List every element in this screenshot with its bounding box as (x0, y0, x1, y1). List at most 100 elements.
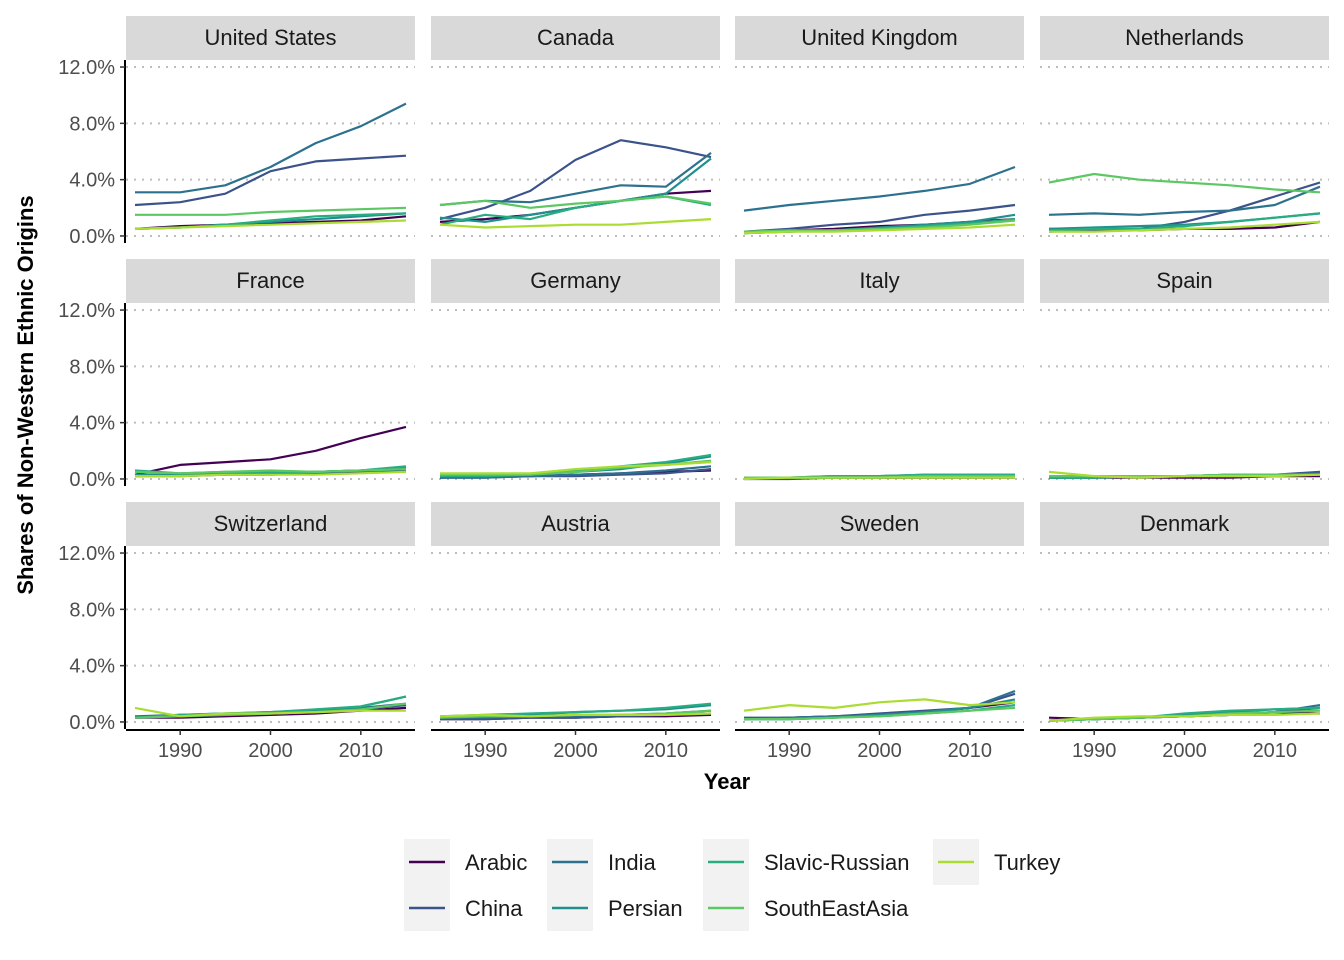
panel-strip-label: Netherlands (1125, 25, 1244, 50)
legend-label: SouthEastAsia (764, 896, 909, 921)
x-tick-label: 2000 (553, 740, 598, 762)
panel-strip (1040, 259, 1329, 303)
x-tick-label: 2000 (857, 740, 902, 762)
panel-strip-label: Denmark (1140, 511, 1230, 536)
legend-label: Turkey (994, 850, 1060, 875)
series-line-persian (439, 157, 712, 223)
panel-strip (431, 502, 720, 546)
series-line-china (1048, 181, 1321, 233)
panel-sweden: Sweden (735, 502, 1024, 723)
series-line-turkey (134, 219, 407, 230)
panel-strip-label: France (236, 268, 304, 293)
series-line-turkey (1049, 220, 1321, 233)
x-tick-label: 2010 (644, 740, 689, 762)
legend-item-persian: Persian (547, 885, 683, 931)
series-line-turkey (1048, 470, 1321, 479)
panel-strip-label: United States (204, 25, 336, 50)
panel-united-kingdom: United Kingdom (735, 16, 1024, 237)
series-line-turkey (135, 470, 407, 478)
x-tick-label: 1990 (158, 740, 203, 762)
series-line-turkey (439, 712, 712, 718)
series-line-india (440, 465, 712, 479)
legend-item-china: China (404, 885, 523, 931)
panel-united-states: United States (126, 16, 415, 237)
panel-france: France (126, 259, 415, 480)
panel-switzerland: Switzerland (126, 502, 415, 723)
panel-strip (126, 16, 415, 60)
y-tick-label: 0.0% (69, 469, 115, 491)
panel-strip (126, 259, 415, 303)
axes-layer: 0.0% 4.0% 8.0% 12.0% 0.0% 4.0% 8.0% 12.0% 0.0% 4.… (58, 57, 1329, 762)
legend-label: India (608, 850, 656, 875)
series-line-china (134, 154, 407, 207)
panel-strip (735, 259, 1024, 303)
legend-label: Persian (608, 896, 683, 921)
y-tick-label: 8.0% (69, 113, 115, 135)
series-line-southeastasia (439, 195, 712, 209)
series-line-arabic (134, 215, 407, 230)
panel-strip-label: United Kingdom (801, 25, 958, 50)
series-line-turkey (1048, 712, 1321, 722)
x-tick-label: 1990 (1072, 740, 1117, 762)
panel-denmark: Denmark (1040, 502, 1329, 723)
panel-canada: Canada (431, 16, 720, 237)
panels-layer: United States Canada United Kingdom Netherl… (126, 16, 1329, 723)
x-tick-label: 1990 (463, 740, 508, 762)
panel-strip (431, 16, 720, 60)
panel-strip-label: Germany (530, 268, 620, 293)
panel-austria: Austria (431, 502, 720, 723)
legend-label: Arabic (465, 850, 527, 875)
legend-item-turkey: Turkey (933, 839, 1060, 885)
y-tick-label: 8.0% (69, 356, 115, 378)
x-axis-title: Year (704, 769, 751, 794)
x-tick-label: 2000 (248, 740, 293, 762)
series-line-turkey (439, 218, 712, 229)
panel-strip-label: Italy (859, 268, 899, 293)
y-axis-title: Shares of Non-Western Ethnic Origins (13, 195, 38, 594)
series-line-india (743, 165, 1016, 212)
series-line-china (743, 203, 1016, 233)
panel-strip (735, 502, 1024, 546)
series-line-slavic-russian (134, 695, 407, 719)
panel-strip-label: Switzerland (214, 511, 328, 536)
panel-strip (431, 259, 720, 303)
series-line-arabic (134, 425, 407, 476)
panel-strip (735, 16, 1024, 60)
series-line-arabic (439, 189, 712, 223)
panel-strip-label: Austria (541, 511, 610, 536)
series-line-turkey (743, 698, 1016, 712)
series-line-india (1048, 185, 1321, 216)
y-tick-label: 4.0% (69, 413, 115, 435)
series-line-southeastasia (743, 219, 1016, 233)
panel-strip (126, 502, 415, 546)
y-tick-label: 4.0% (69, 656, 115, 678)
series-line-southeastasia (744, 706, 1016, 721)
series-line-southeastasia (135, 206, 407, 216)
x-tick-label: 2000 (1162, 740, 1207, 762)
series-line-slavic-russian (1048, 212, 1321, 232)
panel-strip-label: Spain (1156, 268, 1212, 293)
series-line-china (439, 139, 712, 221)
y-tick-label: 8.0% (69, 599, 115, 621)
y-tick-label: 4.0% (69, 170, 115, 192)
panel-strip-label: Sweden (840, 511, 920, 536)
panel-strip (1040, 502, 1329, 546)
series-line-india (135, 102, 407, 194)
series-line-turkey (743, 476, 1015, 481)
panel-strip-label: Canada (537, 25, 615, 50)
panel-strip (1040, 16, 1329, 60)
series-line-turkey (440, 461, 712, 475)
y-tick-label: 0.0% (69, 712, 115, 734)
x-tick-label: 1990 (767, 740, 812, 762)
panel-spain: Spain (1040, 259, 1329, 480)
panel-germany: Germany (431, 259, 720, 480)
legend-item-southeastasia: SouthEastAsia (703, 885, 909, 931)
legend-item-arabic: Arabic (404, 839, 527, 885)
panel-italy: Italy (735, 259, 1024, 481)
panel-netherlands: Netherlands (1040, 16, 1329, 237)
legend-label: Slavic-Russian (764, 850, 910, 875)
y-tick-label: 12.0% (58, 57, 115, 79)
legend: Arabic China India Persian Slavic-Russian Sou… (404, 839, 1060, 931)
x-tick-label: 2010 (948, 740, 993, 762)
